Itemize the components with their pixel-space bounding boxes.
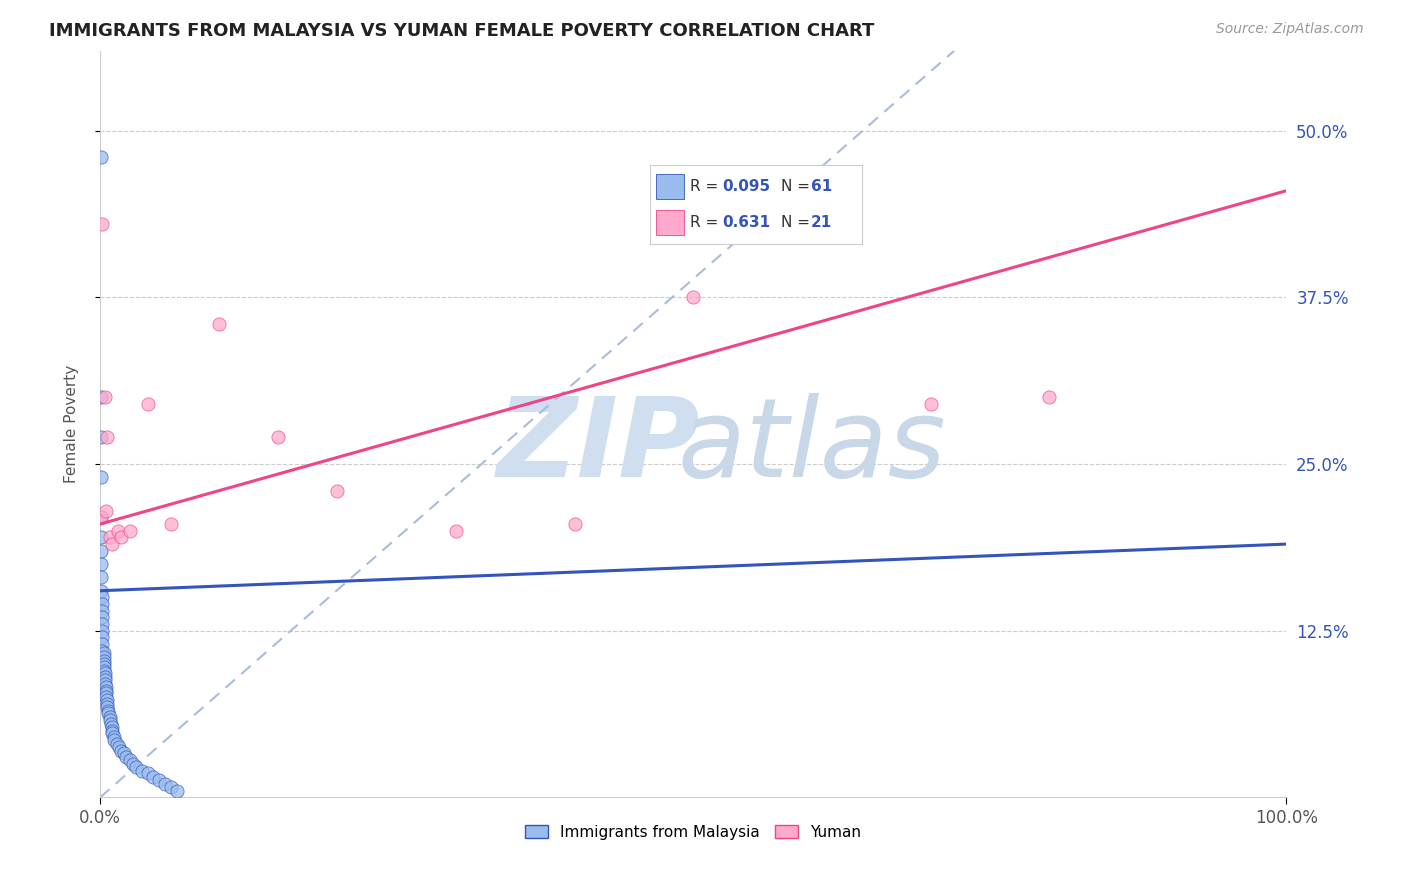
Point [136, 766, 159, 780]
Point [124, 760, 146, 774]
Point [155, 777, 177, 791]
Point [91, 610, 114, 624]
Legend: Immigrants from Malaysia, Yuman: Immigrants from Malaysia, Yuman [519, 819, 868, 846]
Point [920, 397, 942, 411]
Point [93, 647, 115, 661]
Point [110, 530, 132, 544]
Point [94, 683, 117, 698]
Point [682, 290, 704, 304]
Point [91, 617, 114, 632]
Point [90, 530, 112, 544]
Text: 0.095: 0.095 [723, 179, 770, 194]
Point [118, 524, 141, 538]
Point [90, 570, 112, 584]
Point [91, 597, 114, 611]
Point [98, 713, 121, 727]
Point [326, 483, 349, 498]
Point [166, 784, 188, 798]
Text: 21: 21 [811, 215, 832, 230]
Text: ZIP: ZIP [496, 393, 700, 500]
Point [90, 510, 112, 524]
Point [96, 693, 118, 707]
Point [564, 517, 586, 532]
Point [94, 680, 117, 694]
Point [148, 773, 170, 788]
Point [103, 733, 125, 747]
Point [122, 757, 145, 772]
Point [118, 753, 141, 767]
Point [267, 430, 290, 444]
Point [93, 664, 115, 678]
Point [97, 706, 120, 721]
Point [101, 720, 124, 734]
Text: Source: ZipAtlas.com: Source: ZipAtlas.com [1216, 22, 1364, 37]
Point [90, 150, 112, 164]
Point [160, 780, 183, 794]
Point [444, 524, 467, 538]
Point [105, 737, 128, 751]
Point [93, 655, 115, 669]
Point [90, 543, 112, 558]
Point [160, 517, 183, 532]
Text: atlas: atlas [678, 393, 946, 500]
Point [94, 504, 117, 518]
Point [91, 604, 114, 618]
Point [101, 726, 124, 740]
Point [107, 524, 129, 538]
Point [142, 771, 165, 785]
Point [93, 657, 115, 672]
Point [94, 690, 117, 705]
Point [90, 470, 112, 484]
Point [94, 670, 117, 684]
Bar [657, 210, 683, 235]
Y-axis label: Female Poverty: Female Poverty [65, 365, 79, 483]
Point [110, 744, 132, 758]
Bar [657, 174, 683, 200]
Point [208, 317, 231, 331]
Point [98, 530, 121, 544]
Text: N =: N = [782, 215, 815, 230]
Point [800, 203, 823, 218]
Text: IMMIGRANTS FROM MALAYSIA VS YUMAN FEMALE POVERTY CORRELATION CHART: IMMIGRANTS FROM MALAYSIA VS YUMAN FEMALE… [49, 22, 875, 40]
Point [94, 391, 117, 405]
Point [90, 557, 112, 571]
Point [90, 430, 112, 444]
Point [103, 731, 125, 745]
Point [101, 723, 124, 738]
Point [91, 644, 114, 658]
Point [91, 591, 114, 605]
Point [108, 739, 131, 754]
Point [136, 397, 159, 411]
Text: 0.631: 0.631 [723, 215, 770, 230]
Point [90, 583, 112, 598]
Point [98, 710, 121, 724]
Point [94, 677, 117, 691]
Point [93, 650, 115, 665]
Point [96, 697, 118, 711]
Point [94, 673, 117, 687]
Point [94, 666, 117, 681]
Point [90, 510, 112, 524]
Point [91, 631, 114, 645]
Text: R =: R = [690, 179, 723, 194]
Point [1038, 391, 1060, 405]
Point [91, 217, 114, 231]
Point [91, 637, 114, 651]
Point [112, 747, 135, 761]
Point [97, 704, 120, 718]
Point [100, 717, 122, 731]
Text: N =: N = [782, 179, 815, 194]
Point [90, 391, 112, 405]
Point [94, 686, 117, 700]
Text: 61: 61 [811, 179, 832, 194]
Point [101, 537, 124, 551]
Point [93, 659, 115, 673]
Point [115, 750, 138, 764]
Point [131, 764, 153, 778]
Point [96, 430, 118, 444]
Text: R =: R = [690, 215, 723, 230]
Point [91, 624, 114, 638]
Point [96, 699, 118, 714]
